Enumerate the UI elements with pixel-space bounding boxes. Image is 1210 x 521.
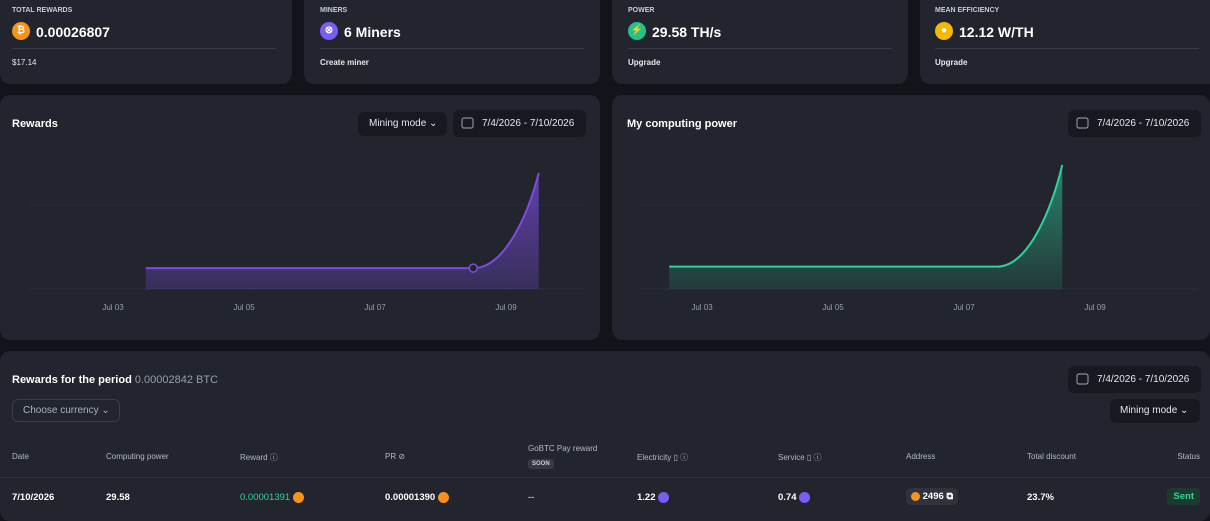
row-divider	[0, 477, 1210, 478]
card-label: MEAN EFFICIENCY	[935, 7, 1000, 14]
cell-text: 2496	[922, 491, 944, 502]
efficiency-icon: ●	[935, 22, 953, 40]
cell: 0.00001391	[240, 492, 304, 503]
card	[304, 0, 600, 84]
card-link[interactable]: Upgrade	[935, 58, 968, 67]
date-text: 7/4/2026 - 7/10/2026	[482, 118, 575, 129]
btc-icon: ₿	[12, 22, 30, 40]
column-header: Total discount	[1027, 452, 1076, 461]
card	[920, 0, 1210, 84]
divider	[628, 48, 892, 49]
card-value: 6 Miners	[344, 24, 401, 40]
card-link[interactable]: Upgrade	[628, 58, 661, 67]
cell-text: 1.22	[637, 492, 656, 504]
panel-title: My computing power	[627, 118, 737, 130]
column-header: Reward ⓘ	[240, 453, 278, 462]
btc-icon	[437, 492, 449, 503]
token-icon	[799, 492, 811, 503]
cell: 0.74	[778, 492, 811, 504]
mode-text: Mining mode	[1120, 405, 1178, 416]
btc-icon	[911, 491, 920, 501]
column-header-text: Reward	[240, 453, 268, 462]
mode-text: Mining mode	[369, 118, 427, 129]
column-header: Address	[906, 452, 936, 461]
column-header: Status	[1177, 452, 1200, 461]
table-total: 0.00002842 BTC	[134, 374, 219, 386]
cell: 29.58	[106, 492, 130, 503]
column-header-text: Service	[778, 453, 805, 462]
cell-text: 0.00001390	[385, 492, 436, 504]
cell: 7/10/2026	[12, 492, 55, 503]
btc-icon	[292, 492, 304, 503]
panel-title: Rewards	[12, 118, 58, 130]
column-header: Computing power	[106, 452, 169, 461]
column-header: Service ▯ ⓘ	[778, 453, 822, 462]
divider	[320, 48, 584, 49]
table-title-text: Rewards for the period	[12, 374, 132, 386]
address-chip[interactable]: 2496 ⧉	[906, 488, 959, 505]
column-header: GoBTC Pay reward	[528, 444, 598, 453]
cell: 0.00001390	[385, 492, 449, 503]
card-label: TOTAL REWARDS	[12, 7, 73, 14]
divider	[935, 48, 1199, 49]
status-badge: Sent	[1167, 488, 1200, 505]
card-value: 12.12 W/TH	[959, 24, 1034, 40]
card-value: 29.58 TH/s	[652, 24, 722, 40]
currency-dropdown[interactable]: Choose currency ⌄	[12, 399, 120, 422]
power-icon: ⚡	[628, 22, 646, 40]
card	[0, 0, 292, 84]
card-label: MINERS	[320, 7, 348, 14]
cell-text: 0.74	[778, 492, 797, 504]
card	[612, 0, 908, 84]
table-panel	[0, 351, 1210, 521]
card-value: 0.00026807	[36, 24, 110, 40]
column-header: Electricity ▯ ⓘ	[637, 453, 689, 462]
mode-dropdown[interactable]: Mining mode ⌄	[358, 112, 447, 136]
soon-badge: SOON	[528, 459, 554, 469]
date-text: 7/4/2026 - 7/10/2026	[1097, 374, 1190, 385]
column-header: Date	[12, 452, 29, 461]
divider	[12, 48, 276, 49]
date-text: 7/4/2026 - 7/10/2026	[1097, 118, 1190, 129]
card-sub: $17.14	[12, 58, 37, 67]
card-label: POWER	[628, 7, 655, 14]
column-header-text: Electricity	[637, 453, 672, 462]
miner-icon: ⊗	[320, 22, 338, 40]
cell-text: 0.00001391	[240, 492, 291, 504]
date-picker[interactable]: 7/4/2026 - 7/10/2026	[1068, 366, 1201, 393]
token-icon	[658, 492, 670, 503]
cell: --	[528, 492, 535, 503]
table-title: Rewards for the period 0.00002842 BTC	[12, 374, 218, 386]
currency-text: Choose currency	[23, 405, 99, 416]
cell: 23.7%	[1027, 492, 1054, 503]
column-header: PR ⊘	[385, 452, 406, 461]
mode-dropdown[interactable]: Mining mode ⌄	[1110, 399, 1200, 423]
cell: 1.22	[637, 492, 670, 504]
column-header-text: PR	[385, 452, 397, 461]
card-link[interactable]: Create miner	[320, 58, 369, 67]
date-picker[interactable]: 7/4/2026 - 7/10/2026	[1068, 110, 1201, 137]
date-picker[interactable]: 7/4/2026 - 7/10/2026	[453, 110, 586, 137]
